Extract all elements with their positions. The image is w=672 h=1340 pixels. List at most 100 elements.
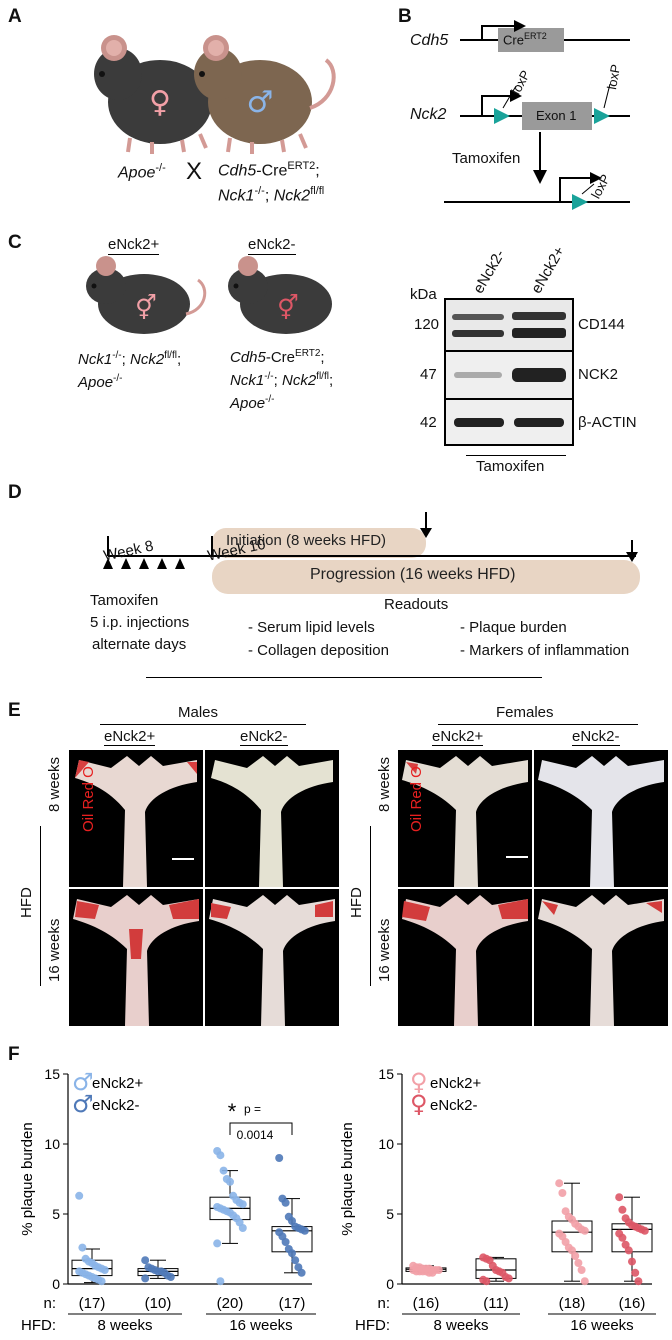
males-col-pos: eNck2+ xyxy=(104,728,156,746)
injection-markers xyxy=(103,558,185,569)
blot-lane-neg: eNck2- xyxy=(470,246,509,297)
svg-text:⚥: ⚥ xyxy=(135,294,157,322)
y-tick-label: 5 xyxy=(386,1206,394,1222)
loxp-triangle-1 xyxy=(494,108,510,124)
loxp-triangle-2 xyxy=(594,108,610,124)
significance-bracket xyxy=(229,1122,293,1135)
construct-diagram xyxy=(444,20,630,210)
data-point xyxy=(428,1268,437,1277)
data-point xyxy=(75,1191,84,1200)
exon1-label: Exon 1 xyxy=(536,108,577,123)
stain-label-females: Oil Red O xyxy=(408,766,425,832)
readout-lipids: - Serum lipid levels xyxy=(248,619,375,636)
mouse-group1-icon: ⚥ xyxy=(86,256,207,334)
tamoxifen-label-b: Tamoxifen xyxy=(452,150,521,167)
western-blot xyxy=(444,298,574,448)
gene-cdh5-label: Cdh5 xyxy=(410,32,449,49)
box xyxy=(475,1258,517,1279)
panel-label-e: E xyxy=(8,700,21,721)
chart-male-plaque: % plaque burden 0 5 10 15 ♂eNck2+♂eNck2- (17) (… xyxy=(19,1066,316,1334)
scale-bar-females xyxy=(506,856,528,858)
legend-label: eNck2+ xyxy=(92,1075,144,1092)
promoter-arrow-2 xyxy=(481,95,510,116)
mouse-female-icon: ♀ xyxy=(94,35,212,154)
females-header: Females xyxy=(496,704,554,721)
data-point xyxy=(580,1277,589,1286)
data-point xyxy=(97,1277,106,1286)
legend-label: eNck2- xyxy=(92,1097,140,1114)
gene-nck2-label: Nck2 xyxy=(410,106,447,123)
aorta-female-neg-16w xyxy=(534,889,668,1026)
hfd-label-females: HFD xyxy=(348,887,365,918)
row-label-8w-males: 8 weeks xyxy=(46,756,63,812)
data-point xyxy=(504,1274,513,1283)
group-label: 16 weeks xyxy=(229,1317,292,1334)
y-tick-label: 15 xyxy=(44,1066,60,1082)
blot-protein-cd144: CD144 xyxy=(578,316,625,333)
mouse-male-icon: ♂ xyxy=(194,35,336,154)
females-col-neg: eNck2- xyxy=(572,728,620,746)
readout-plaque: - Plaque burden xyxy=(460,619,567,636)
loxp-triangle-3 xyxy=(572,194,588,210)
panel-label-b: B xyxy=(398,6,412,27)
data-point xyxy=(618,1233,627,1242)
data-point xyxy=(213,1239,222,1248)
data-point xyxy=(434,1266,443,1274)
hfd-bracket-males xyxy=(40,826,41,986)
y-axis-label: % plaque burden xyxy=(19,1122,36,1235)
p-label: p = xyxy=(244,1102,261,1116)
y-axis-label: % plaque burden xyxy=(339,1122,356,1235)
data-point xyxy=(628,1257,636,1266)
data-point xyxy=(631,1268,640,1277)
aorta-male-pos-16w xyxy=(69,889,203,1026)
aorta-male-neg-16w xyxy=(205,889,339,1026)
progression-label: Progression (16 weeks HFD) xyxy=(310,566,516,583)
blot-lane-pos: eNck2+ xyxy=(528,243,569,297)
hfd-bracket-females xyxy=(370,826,371,986)
n-count: (16) xyxy=(413,1295,440,1312)
injections-line1: 5 i.p. injections xyxy=(90,614,190,631)
blot-kda-120: 120 xyxy=(414,316,440,333)
blot-treatment-label: Tamoxifen xyxy=(476,458,545,475)
group2-genotype: Cdh5-CreERT2; Nck1-/-; Nck2fl/fl; Apoe-/… xyxy=(230,348,334,412)
n-label: n: xyxy=(43,1295,56,1312)
aorta-male-pos-8w xyxy=(69,750,203,887)
p-value: 0.0014 xyxy=(237,1128,274,1142)
data-point xyxy=(624,1246,633,1255)
data-point xyxy=(226,1177,234,1186)
n-count: (11) xyxy=(483,1295,509,1312)
mice-groups-illustration: ⚥ ⚥ xyxy=(86,256,332,334)
y-tick-label: 10 xyxy=(378,1136,394,1152)
legend-sex-icon: ♂ xyxy=(72,1068,94,1096)
mouse-group2-icon: ⚥ xyxy=(228,256,332,334)
panel-label-c: C xyxy=(8,232,22,253)
data-point xyxy=(238,1200,247,1209)
data-point xyxy=(281,1198,290,1207)
data-point xyxy=(291,1256,300,1265)
data-point xyxy=(615,1193,624,1202)
initiation-label: Initiation (8 weeks HFD) xyxy=(226,532,387,549)
data-point xyxy=(219,1166,228,1175)
svg-text:♀: ♀ xyxy=(149,85,171,120)
males-col-neg: eNck2- xyxy=(240,728,288,746)
data-point xyxy=(288,1249,296,1258)
data-point xyxy=(141,1274,150,1283)
data-point xyxy=(166,1273,175,1281)
legend-label: eNck2+ xyxy=(430,1075,482,1092)
n-count: (17) xyxy=(79,1295,106,1312)
males-header-line xyxy=(100,724,306,725)
stain-label-males: Oil Red O xyxy=(80,766,97,832)
n-count: (10) xyxy=(145,1295,172,1312)
aorta-male-neg-8w xyxy=(205,750,339,887)
n-count: (18) xyxy=(559,1295,586,1312)
data-point xyxy=(571,1252,580,1260)
row-label-16w-males: 16 weeks xyxy=(46,918,63,982)
y-tick-label: 10 xyxy=(44,1136,60,1152)
blot-kda-label: kDa xyxy=(410,286,437,303)
males-header: Males xyxy=(178,704,219,721)
data-point xyxy=(574,1259,583,1267)
data-point xyxy=(577,1266,586,1274)
aorta-female-pos-8w xyxy=(398,750,532,887)
initiation-bar xyxy=(212,528,426,558)
panel-label-a: A xyxy=(8,6,22,27)
